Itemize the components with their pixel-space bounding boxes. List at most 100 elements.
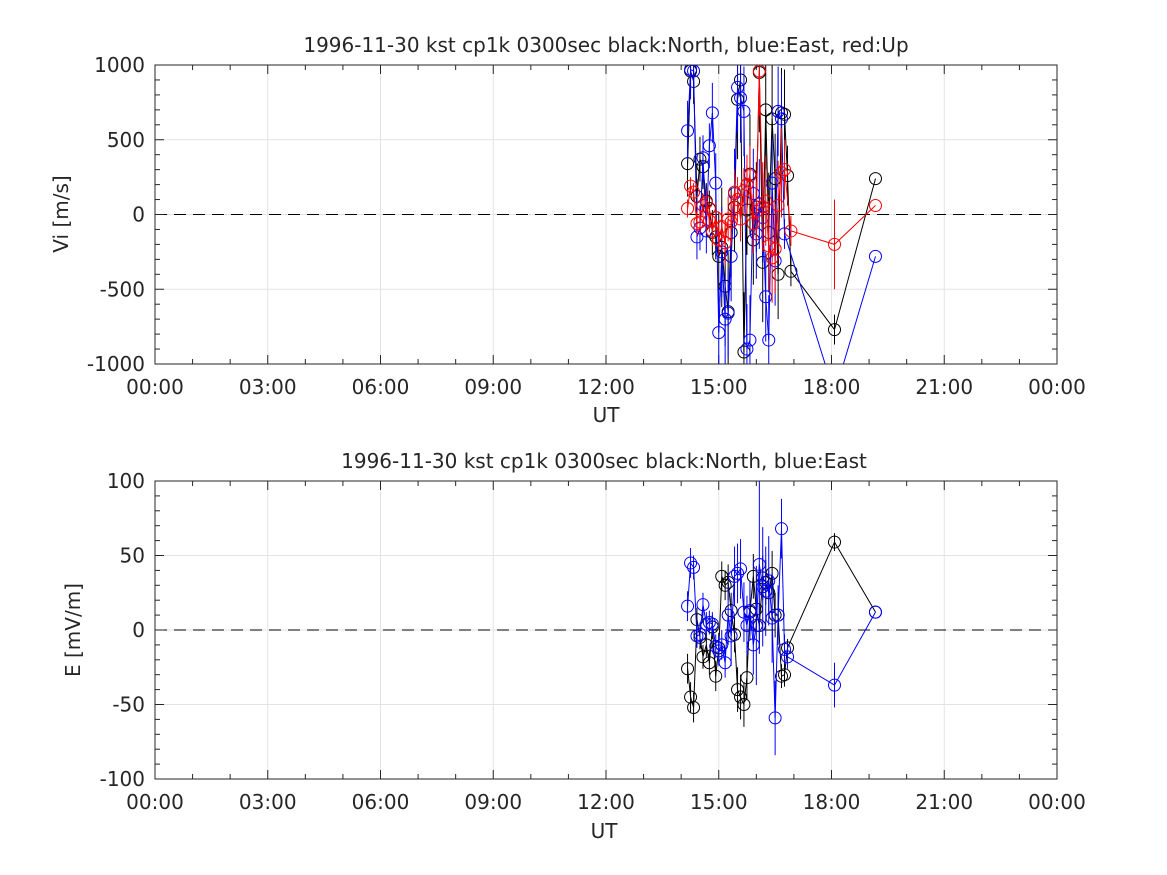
electric-field-x-tick-labels: 00:00 03:00 06:00 09:00 12:00 15:00 18:00 21:00… xyxy=(126,790,1086,814)
velocity-x-tick-label-3: 09:00 xyxy=(464,375,522,399)
electric-field-series-1-point-26 xyxy=(762,574,776,588)
velocity-series-1-point-19 xyxy=(740,342,754,356)
velocity-series-1-line xyxy=(687,68,876,364)
velocity-x-tick-label-2: 06:00 xyxy=(352,375,410,399)
velocity-series-2-point-32 xyxy=(784,224,798,238)
electric-field-x-tick-label-3: 09:00 xyxy=(464,790,522,814)
velocity-x-tick-label-8: 00:00 xyxy=(1028,375,1086,399)
velocity-series-1-point-0 xyxy=(681,124,695,138)
electric-field-y-axis-label: E [mV/m] xyxy=(61,583,85,677)
electric-field-y-tick-label-1: -50 xyxy=(112,693,145,717)
velocity-series-2-point-25 xyxy=(759,194,773,208)
electric-field-series-1-point-3 xyxy=(690,629,704,643)
electric-field-series-0-point-33 xyxy=(828,535,842,549)
velocity-series-1-point-2 xyxy=(687,65,701,78)
electric-field-series-1 xyxy=(681,481,882,756)
electric-field-panel: 00:00 03:00 06:00 09:00 12:00 15:00 18:00 21:00… xyxy=(61,449,1086,843)
velocity-x-tick-label-5: 15:00 xyxy=(690,375,748,399)
velocity-series-2-point-33 xyxy=(828,237,842,251)
velocity-series-0-point-4 xyxy=(693,152,707,166)
velocity-y-axis-label: Vi [m/s] xyxy=(49,175,73,252)
electric-field-x-tick-label-2: 06:00 xyxy=(352,790,410,814)
velocity-series-2-point-2 xyxy=(687,185,701,199)
electric-field-y-tick-labels: -100 -50 0 50 100 xyxy=(100,469,145,791)
velocity-chart-title: 1996-11-30 kst cp1k 0300sec black:North,… xyxy=(303,33,908,57)
electric-field-series-1-point-7 xyxy=(702,616,716,630)
velocity-series-1-point-18 xyxy=(737,104,751,118)
electric-field-series-1-point-1 xyxy=(684,556,698,570)
velocity-x-tick-label-0: 00:00 xyxy=(126,375,184,399)
electric-field-series-0-point-19 xyxy=(740,671,754,685)
electric-field-x-tick-label-7: 21:00 xyxy=(915,790,973,814)
electric-field-ticks xyxy=(154,480,1058,780)
velocity-series-1-point-9 xyxy=(709,176,723,190)
electric-field-x-tick-label-8: 00:00 xyxy=(1028,790,1086,814)
velocity-y-tick-label-4: 1000 xyxy=(94,53,145,77)
velocity-series-2-point-28 xyxy=(768,242,782,256)
velocity-series-2-point-27 xyxy=(765,251,779,265)
velocity-series-1-point-30 xyxy=(775,112,789,126)
electric-field-series-1-point-8 xyxy=(705,617,719,631)
electric-field-series-1-point-14 xyxy=(724,629,738,643)
electric-field-series-1-point-0 xyxy=(681,599,695,613)
electric-field-series-0-point-2 xyxy=(687,700,701,714)
velocity-series-group xyxy=(681,65,882,364)
electric-field-series-1-point-13 xyxy=(721,608,735,622)
velocity-series-2-point-21 xyxy=(746,216,760,230)
electric-field-series-1-point-30 xyxy=(775,522,789,536)
velocity-series-2-point-15 xyxy=(728,185,742,199)
velocity-series-0-point-34 xyxy=(828,323,842,337)
electric-field-series-1-point-29 xyxy=(771,608,785,622)
velocity-y-tick-labels: -1000 -500 0 500 1000 xyxy=(87,53,145,376)
electric-field-y-tick-label-4: 100 xyxy=(107,469,145,493)
velocity-series-1-point-33 xyxy=(868,249,882,263)
velocity-series-2-point-20 xyxy=(743,169,757,183)
velocity-y-tick-label-3: 500 xyxy=(107,128,145,152)
electric-field-y-tick-label-3: 50 xyxy=(120,544,145,568)
electric-field-series-0-point-9 xyxy=(709,669,723,683)
electric-field-series-group xyxy=(681,481,882,756)
velocity-series-2-point-3 xyxy=(690,216,704,230)
velocity-series-1-point-17 xyxy=(734,91,748,105)
velocity-series-1-point-12 xyxy=(718,312,732,326)
velocity-series-2-point-17 xyxy=(734,212,748,226)
velocity-series-1-point-1 xyxy=(684,65,698,76)
velocity-x-tick-label-6: 18:00 xyxy=(803,375,861,399)
velocity-y-tick-label-2: 0 xyxy=(132,203,145,227)
electric-field-series-0-point-1 xyxy=(684,690,698,704)
velocity-y-tick-label-1: -500 xyxy=(100,277,145,301)
electric-field-x-tick-label-4: 12:00 xyxy=(577,790,635,814)
electric-field-series-0-point-18 xyxy=(737,698,751,711)
velocity-series-2-point-5 xyxy=(696,199,710,213)
velocity-x-axis-label: UT xyxy=(593,403,621,427)
velocity-series-0-point-33 xyxy=(784,264,798,278)
electric-field-x-axis-label: UT xyxy=(591,819,619,843)
velocity-x-tick-label-4: 12:00 xyxy=(577,375,635,399)
velocity-series-0-point-35 xyxy=(868,172,882,186)
velocity-series-2-point-4 xyxy=(693,215,707,229)
electric-field-series-0-point-0 xyxy=(681,662,695,676)
velocity-x-tick-labels: 00:00 03:00 06:00 09:00 12:00 15:00 18:00 21:00… xyxy=(126,375,1086,399)
electric-field-series-1-point-5 xyxy=(696,598,710,612)
velocity-axes-box xyxy=(154,64,1058,365)
velocity-series-1-point-26 xyxy=(762,333,776,347)
electric-field-x-tick-label-1: 03:00 xyxy=(239,790,297,814)
electric-field-axes-box xyxy=(154,480,1058,780)
electric-field-chart-title: 1996-11-30 kst cp1k 0300sec black:North,… xyxy=(341,449,867,473)
electric-field-series-1-point-2 xyxy=(687,560,701,574)
electric-field-series-0-point-30 xyxy=(775,669,789,683)
electric-field-x-tick-label-5: 15:00 xyxy=(690,790,748,814)
electric-field-series-1-point-28 xyxy=(768,711,782,725)
velocity-series-2-point-31 xyxy=(778,163,792,177)
velocity-series-2-point-19 xyxy=(740,178,754,192)
electric-field-series-0-point-12 xyxy=(718,578,732,592)
electric-field-x-tick-label-0: 00:00 xyxy=(126,790,184,814)
velocity-series-2-point-1 xyxy=(684,179,698,193)
electric-field-x-tick-label-6: 18:00 xyxy=(803,790,861,814)
electric-field-series-1-point-31 xyxy=(778,642,792,656)
velocity-series-1-point-8 xyxy=(705,106,719,120)
velocity-series-1-point-13 xyxy=(721,306,735,320)
velocity-x-tick-label-1: 03:00 xyxy=(239,375,297,399)
velocity-panel: 00:00 03:00 06:00 09:00 12:00 15:00 18:00 21:00… xyxy=(49,33,1086,427)
